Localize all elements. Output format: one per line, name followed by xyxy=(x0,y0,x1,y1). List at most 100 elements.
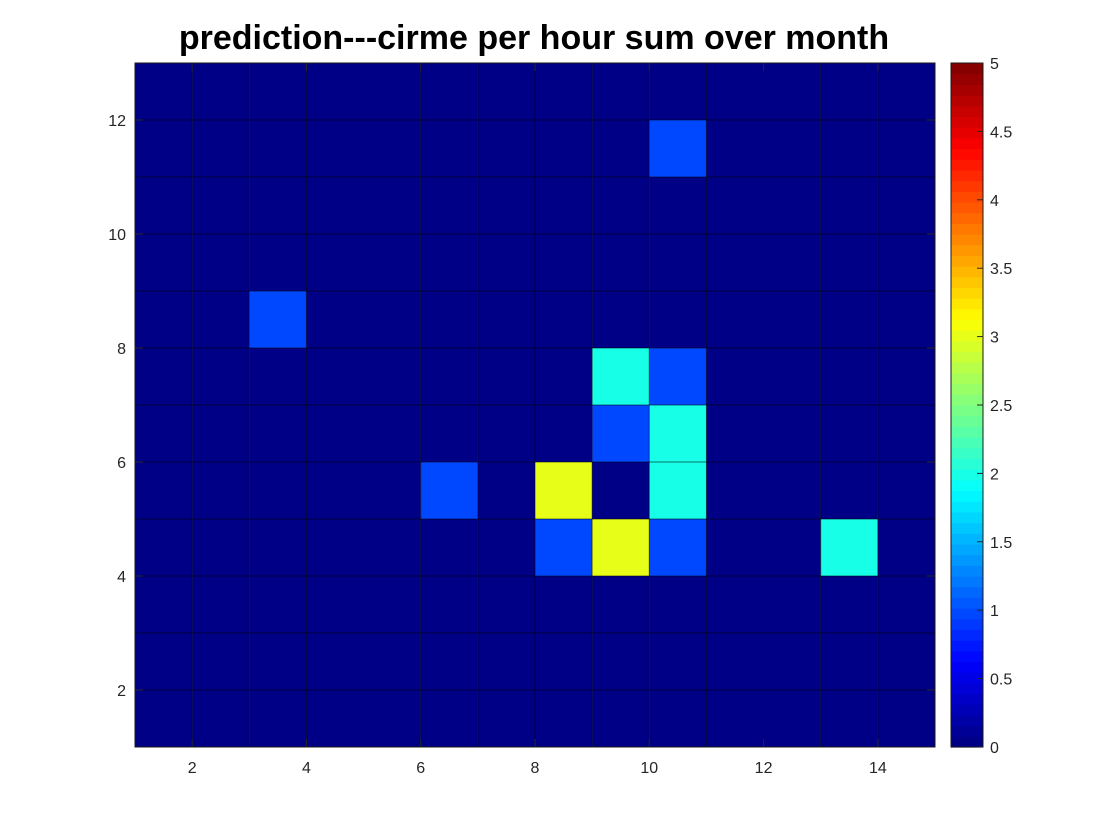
heatmap-cell xyxy=(420,63,478,120)
colorbar-segment xyxy=(951,725,983,737)
colorbar-segment xyxy=(951,116,983,128)
colorbar-segment xyxy=(951,362,983,374)
heatmap-cell xyxy=(363,348,421,405)
heatmap-cell xyxy=(649,690,707,747)
x-tick-label: 4 xyxy=(302,760,311,777)
colorbar-segment xyxy=(951,586,983,598)
colorbar: 0 0.5 1 1.5 2 2.5 3 3.5 4 4.5 5 xyxy=(950,56,1012,757)
heatmap-cell xyxy=(763,234,821,291)
heatmap-cell xyxy=(249,120,307,177)
colorbar-segment xyxy=(951,736,983,748)
heatmap-cell xyxy=(877,177,935,234)
colorbar-segment xyxy=(951,405,983,417)
heatmap-cell xyxy=(877,120,935,177)
heatmap-cell xyxy=(763,690,821,747)
heatmap-cell xyxy=(535,519,593,576)
colorbar-segment xyxy=(951,298,983,310)
heatmap-cell xyxy=(535,690,593,747)
colorbar-segment xyxy=(951,629,983,641)
heatmap-cell xyxy=(249,234,307,291)
heatmap-cell xyxy=(706,177,764,234)
heatmap-cell xyxy=(135,177,193,234)
heatmap-cell xyxy=(649,348,707,405)
heatmap-cell xyxy=(877,633,935,690)
colorbar-segment xyxy=(951,223,983,235)
colorbar-segment xyxy=(951,565,983,577)
colorbar-segment xyxy=(951,458,983,470)
colorbar-segment xyxy=(951,597,983,609)
colorbar-tick-label: 5 xyxy=(990,56,999,73)
heatmap-cell xyxy=(420,348,478,405)
heatmap-cell xyxy=(592,234,650,291)
heatmap-cell xyxy=(363,120,421,177)
heatmap-cell xyxy=(363,690,421,747)
heatmap-cell xyxy=(249,177,307,234)
heatmap-cell xyxy=(477,291,535,348)
heatmap-cell xyxy=(135,519,193,576)
heatmap-cell xyxy=(363,234,421,291)
heatmap-cell xyxy=(592,633,650,690)
heatmap-cell xyxy=(192,348,250,405)
heatmap-cell xyxy=(420,519,478,576)
heatmap-cell xyxy=(477,690,535,747)
heatmap-cell xyxy=(763,120,821,177)
heatmap-cell xyxy=(192,633,250,690)
heatmap-cell xyxy=(820,177,878,234)
heatmap-cell xyxy=(306,633,364,690)
colorbar-segment xyxy=(951,234,983,246)
x-tick-label: 12 xyxy=(755,760,773,777)
colorbar-segment xyxy=(951,159,983,171)
colorbar-tick-label: 3.5 xyxy=(990,261,1012,278)
colorbar-tick-label: 1 xyxy=(990,603,999,620)
heatmap-cell xyxy=(649,462,707,519)
colorbar-segment xyxy=(951,714,983,727)
x-tick-label: 6 xyxy=(416,760,425,777)
heatmap-cell xyxy=(135,690,193,747)
heatmap-cell xyxy=(306,462,364,519)
colorbar-tick-label: 2 xyxy=(990,466,999,483)
heatmap-cell xyxy=(477,63,535,120)
heatmap-cell xyxy=(135,462,193,519)
heatmap-cell xyxy=(592,63,650,120)
heatmap-cell xyxy=(706,405,764,462)
y-tick-label: 6 xyxy=(117,455,126,472)
heatmap-cell xyxy=(249,576,307,633)
colorbar-segment xyxy=(951,244,983,256)
colorbar-segment xyxy=(951,276,983,289)
heatmap-cell xyxy=(420,690,478,747)
colorbar-segment xyxy=(951,212,983,224)
heatmap-cell xyxy=(192,405,250,462)
colorbar-segment xyxy=(951,576,983,588)
heatmap-cell xyxy=(306,348,364,405)
colorbar-segment xyxy=(951,501,983,513)
colorbar-segment xyxy=(951,640,983,652)
heatmap-cell xyxy=(363,519,421,576)
y-tick-label: 8 xyxy=(117,341,126,358)
y-tick-label: 4 xyxy=(117,569,126,586)
heatmap-cell xyxy=(592,120,650,177)
heatmap-cell xyxy=(306,291,364,348)
heatmap-cell xyxy=(363,633,421,690)
heatmap-cell xyxy=(420,405,478,462)
heatmap-cell xyxy=(363,177,421,234)
heatmap-cell xyxy=(820,576,878,633)
heatmap-cell xyxy=(763,405,821,462)
colorbar-segment xyxy=(951,469,983,481)
colorbar-segment xyxy=(951,383,983,395)
heatmap-cell xyxy=(820,690,878,747)
colorbar-segment xyxy=(951,479,983,492)
heatmap-cell xyxy=(192,234,250,291)
colorbar-tick-label: 0.5 xyxy=(990,672,1012,689)
heatmap-cell xyxy=(249,291,307,348)
colorbar-segment xyxy=(951,287,983,299)
heatmap-cell xyxy=(877,462,935,519)
heatmap-cell xyxy=(706,348,764,405)
colorbar-segment xyxy=(951,255,983,267)
heatmap-cell xyxy=(306,177,364,234)
heatmap-cell xyxy=(763,177,821,234)
heatmap-cell xyxy=(306,234,364,291)
heatmap-cell xyxy=(649,405,707,462)
heatmap-cell xyxy=(877,63,935,120)
heatmap-cell xyxy=(477,120,535,177)
